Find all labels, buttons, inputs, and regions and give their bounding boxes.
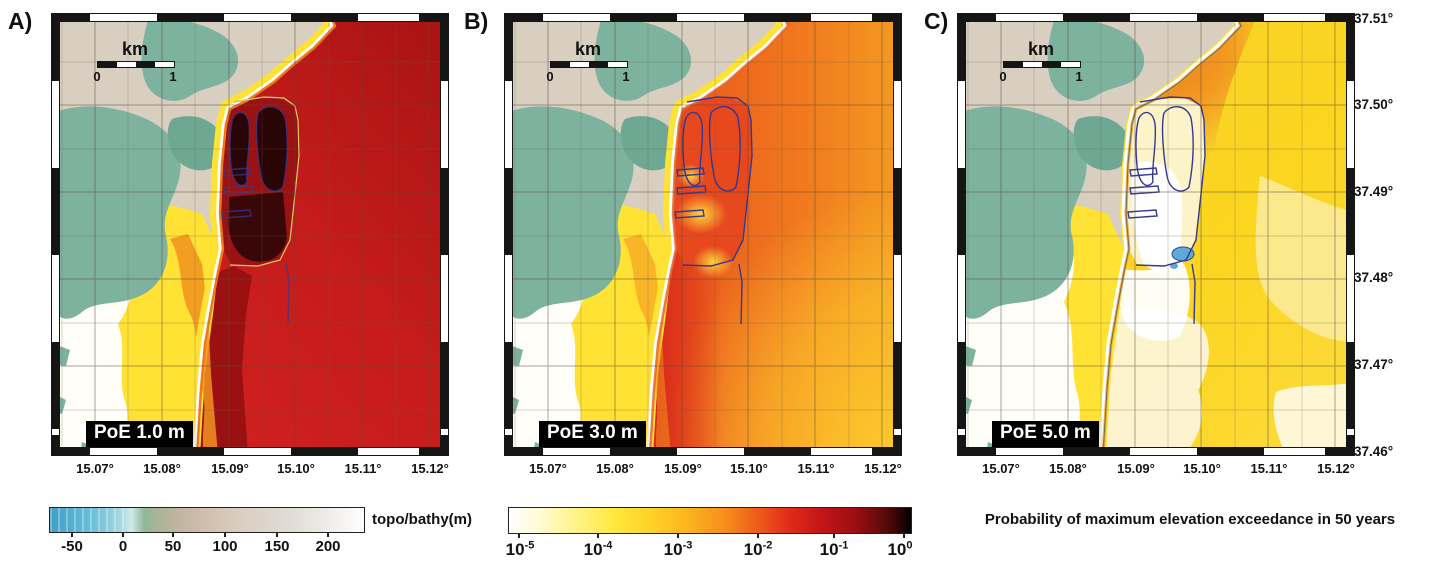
x-axis-tick: 15.08° [1049, 461, 1087, 476]
scale-bar-end: 1 [1075, 69, 1083, 84]
poe-colorbar-tickmarks [508, 533, 910, 538]
map-panel-c: km 0 1 PoE 5.0 m [957, 13, 1355, 456]
x-axis-tick: 15.07° [76, 461, 114, 476]
poe-label-a: PoE 1.0 m [86, 421, 193, 447]
map-border-top [504, 13, 902, 22]
x-axis-a: 15.07° 15.08° 15.09° 15.10° 15.11° 15.12… [52, 461, 449, 479]
x-axis-tick: 15.11° [344, 461, 382, 476]
x-axis-tick: 15.08° [596, 461, 634, 476]
panel-letter-c: C) [924, 8, 949, 34]
map-border-bottom [51, 447, 449, 456]
scale-bar-unit: km [1027, 39, 1054, 59]
map-border-bottom [504, 447, 902, 456]
y-axis-tick: 37.48° [1354, 270, 1394, 285]
bathy-banding [50, 508, 126, 532]
topo-tick: 150 [264, 538, 290, 555]
topo-tick: 50 [164, 538, 182, 555]
scale-bar-start: 0 [93, 69, 101, 84]
topo-tick: 0 [118, 538, 128, 555]
x-axis-tick: 15.09° [211, 461, 249, 476]
map-border-top [51, 13, 449, 22]
poe-label-b: PoE 3.0 m [539, 421, 646, 447]
map-border-right [1346, 13, 1355, 456]
map-border-left [504, 13, 513, 456]
scale-bar-end: 1 [169, 69, 177, 84]
scale-bar-end: 1 [622, 69, 630, 84]
x-axis-tick: 15.12° [864, 461, 902, 476]
poe-tick: 100 [887, 539, 913, 559]
topo-colorbar-ticks: -50 0 50 100 150 200 [49, 538, 363, 556]
map-canvas-c [958, 14, 1354, 455]
y-axis-tick: 37.50° [1354, 97, 1394, 112]
map-canvas-b [505, 14, 901, 455]
map-border-left [51, 13, 60, 456]
panel-letter-a: A) [8, 8, 33, 34]
panel-letter-b: B) [464, 8, 489, 34]
figure-caption: Probability of maximum elevation exceeda… [984, 511, 1396, 528]
map-border-right [440, 13, 449, 456]
map-panel-a: km 0 1 PoE 1.0 m [51, 13, 449, 456]
topo-bathy-colorbar [49, 507, 365, 533]
y-axis-tick: 37.51° [1354, 11, 1394, 26]
x-axis-tick: 15.09° [664, 461, 702, 476]
map-border-left [957, 13, 966, 456]
x-axis-tick: 15.12° [411, 461, 449, 476]
poe-tick: 10-4 [583, 539, 613, 559]
map-border-bottom [957, 447, 1355, 456]
x-axis-tick: 15.07° [529, 461, 567, 476]
x-axis-tick: 15.12° [1317, 461, 1355, 476]
scale-bar-track [97, 61, 175, 68]
scale-bar-track [550, 61, 628, 68]
topo-tick: -50 [61, 538, 83, 555]
scale-bar-start: 0 [999, 69, 1007, 84]
scale-bar-unit: km [574, 39, 601, 59]
x-axis-tick: 15.10° [277, 461, 315, 476]
x-axis-tick: 15.08° [143, 461, 181, 476]
poe-label-c: PoE 5.0 m [992, 421, 1099, 447]
x-axis-tick: 15.07° [982, 461, 1020, 476]
x-axis-c: 15.07° 15.08° 15.09° 15.10° 15.11° 15.12… [958, 461, 1355, 479]
x-axis-tick: 15.10° [1183, 461, 1221, 476]
poe-colorbar-ticks: 10-5 10-4 10-3 10-2 10-1 100 [505, 539, 913, 562]
y-axis-tick: 37.49° [1354, 184, 1394, 199]
x-axis-tick: 15.10° [730, 461, 768, 476]
scale-bar: km 0 1 [546, 39, 629, 84]
y-axis-tick: 37.46° [1354, 444, 1394, 459]
y-axis-tick: 37.47° [1354, 357, 1394, 372]
y-axis: 37.51° 37.50° 37.49° 37.48° 37.47° 37.46… [1354, 0, 1434, 576]
map-canvas-a [52, 14, 448, 455]
topo-tick: 200 [315, 538, 341, 555]
x-axis-tick: 15.11° [1250, 461, 1288, 476]
poe-tick: 10-3 [663, 539, 693, 559]
scale-bar: km 0 1 [93, 39, 176, 84]
x-axis-tick: 15.11° [797, 461, 835, 476]
topo-tick: 100 [212, 538, 238, 555]
poe-tick: 10-2 [743, 539, 773, 559]
poe-colorbar [508, 507, 912, 534]
scale-bar: km 0 1 [999, 39, 1082, 84]
map-border-top [957, 13, 1355, 22]
poe-tick: 10-5 [505, 539, 535, 559]
x-axis-tick: 15.09° [1117, 461, 1155, 476]
scale-bar-track [1003, 61, 1081, 68]
poe-tick: 10-1 [819, 539, 849, 559]
x-axis-b: 15.07° 15.08° 15.09° 15.10° 15.11° 15.12… [505, 461, 902, 479]
scale-bar-unit: km [121, 39, 148, 59]
scale-bar-start: 0 [546, 69, 554, 84]
map-panel-b: km 0 1 PoE 3.0 m [504, 13, 902, 456]
topo-colorbar-tickmarks [49, 532, 363, 537]
map-border-right [893, 13, 902, 456]
topo-bathy-colorbar-label: topo/bathy(m) [372, 511, 472, 528]
